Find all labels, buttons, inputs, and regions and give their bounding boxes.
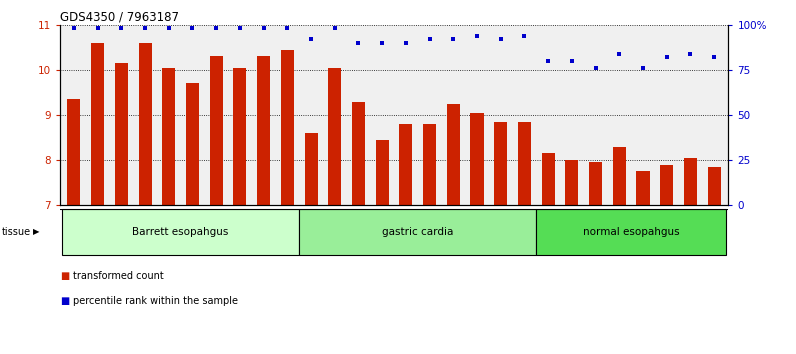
Bar <box>91 43 104 205</box>
Bar <box>494 122 507 205</box>
Point <box>661 55 673 60</box>
Point <box>115 25 127 31</box>
Point <box>400 40 412 46</box>
Bar <box>565 160 579 205</box>
Bar <box>660 165 673 205</box>
Bar <box>589 162 602 205</box>
Bar <box>281 50 294 205</box>
Point <box>684 51 696 57</box>
Text: Barrett esopahgus: Barrett esopahgus <box>132 227 228 237</box>
Point <box>233 25 246 31</box>
Text: ▶: ▶ <box>33 227 40 236</box>
Bar <box>613 147 626 205</box>
Point <box>494 36 507 42</box>
Point <box>210 25 223 31</box>
Point <box>565 58 578 64</box>
Text: gastric cardia: gastric cardia <box>382 227 454 237</box>
Point <box>281 25 294 31</box>
Bar <box>257 56 270 205</box>
Point <box>447 36 459 42</box>
Bar <box>376 140 388 205</box>
Point <box>518 33 531 39</box>
Point <box>613 51 626 57</box>
Point <box>305 36 318 42</box>
Bar <box>470 113 483 205</box>
Bar <box>328 68 341 205</box>
Bar <box>162 68 175 205</box>
Bar <box>233 68 247 205</box>
Bar <box>115 63 128 205</box>
Point <box>423 36 436 42</box>
Bar <box>139 43 151 205</box>
Text: GDS4350 / 7963187: GDS4350 / 7963187 <box>60 11 178 24</box>
Bar <box>423 124 436 205</box>
Text: normal esopahgus: normal esopahgus <box>583 227 680 237</box>
Text: tissue: tissue <box>2 227 31 237</box>
Text: percentile rank within the sample: percentile rank within the sample <box>73 296 238 306</box>
Point <box>589 65 602 71</box>
Point <box>708 55 720 60</box>
Point <box>162 25 175 31</box>
Point <box>352 40 365 46</box>
Point <box>257 25 270 31</box>
Point <box>470 33 483 39</box>
Bar <box>518 122 531 205</box>
Bar <box>305 133 318 205</box>
Text: ■: ■ <box>60 296 69 306</box>
Bar <box>186 84 199 205</box>
Bar <box>352 102 365 205</box>
Bar <box>684 158 697 205</box>
Bar <box>447 104 460 205</box>
Bar <box>400 124 412 205</box>
Point <box>329 25 341 31</box>
Bar <box>637 171 650 205</box>
Point <box>637 65 650 71</box>
Text: transformed count: transformed count <box>73 271 164 281</box>
Bar <box>209 56 223 205</box>
Bar <box>541 153 555 205</box>
Bar <box>708 167 720 205</box>
Bar <box>299 209 537 255</box>
Point <box>186 25 199 31</box>
Bar <box>62 209 299 255</box>
Point <box>92 25 104 31</box>
Point <box>542 58 555 64</box>
Point <box>139 25 151 31</box>
Point <box>376 40 388 46</box>
Text: ■: ■ <box>60 271 69 281</box>
Bar <box>537 209 726 255</box>
Point <box>68 25 80 31</box>
Bar <box>68 99 80 205</box>
